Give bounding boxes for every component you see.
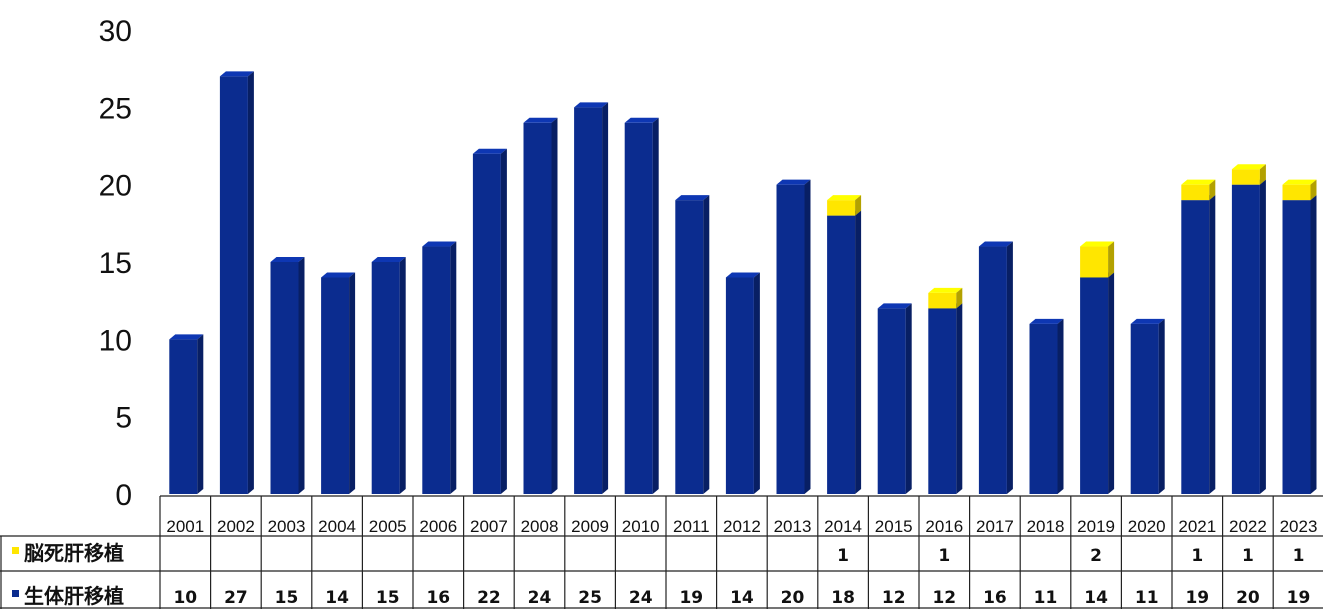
bar-living-donor	[1282, 195, 1317, 494]
living-donor-value: 14	[325, 588, 349, 608]
y-tick-label: 5	[115, 402, 132, 435]
bar-brain-death	[928, 287, 963, 309]
y-tick-label: 15	[99, 247, 132, 280]
year-label: 2007	[470, 517, 508, 536]
year-label: 2017	[976, 517, 1014, 536]
bar-living-donor	[776, 179, 811, 494]
year-label: 2008	[521, 517, 559, 536]
bar-living-donor	[1181, 195, 1216, 494]
living-donor-value: 14	[1084, 588, 1108, 608]
year-label: 2004	[318, 517, 356, 536]
y-axis: 0 5 10 15 20 25 30	[99, 15, 132, 512]
bar-living-donor	[1130, 318, 1165, 494]
bar-living-donor	[1231, 179, 1266, 494]
bar-living-donor	[169, 334, 204, 494]
bar-living-donor	[978, 241, 1013, 494]
living-donor-value: 11	[1135, 588, 1159, 608]
year-label: 2020	[1128, 517, 1166, 536]
bar-brain-death	[1282, 179, 1317, 201]
living-donor-value: 15	[376, 588, 400, 608]
living-donor-value: 19	[1185, 588, 1209, 608]
year-label: 2005	[369, 517, 407, 536]
living-donor-value: 18	[831, 588, 855, 608]
bar-living-donor	[624, 117, 659, 495]
bar-brain-death	[1080, 241, 1115, 278]
bar-series	[169, 71, 1317, 495]
year-label: 2010	[622, 517, 660, 536]
bar-living-donor	[725, 272, 760, 494]
bar-living-donor	[321, 272, 356, 494]
brain-death-value: 1	[1293, 546, 1305, 566]
legend-label: 脳死肝移植	[23, 541, 124, 565]
year-label: 2001	[166, 517, 204, 536]
living-donor-value: 22	[477, 588, 501, 608]
year-label: 2019	[1077, 517, 1115, 536]
row-label-living-donor: 生体肝移植	[12, 584, 124, 608]
bar-brain-death	[827, 195, 862, 216]
year-label: 2018	[1027, 517, 1065, 536]
living-donor-value: 16	[426, 588, 450, 608]
living-donor-value: 12	[882, 588, 906, 608]
y-tick-label: 20	[99, 170, 132, 203]
y-tick-label: 0	[115, 479, 132, 512]
living-donor-value: 20	[1236, 588, 1260, 608]
bar-living-donor	[371, 257, 406, 494]
living-donor-value: 15	[275, 588, 299, 608]
year-label: 2002	[217, 517, 255, 536]
y-tick-label: 10	[99, 324, 132, 357]
year-label: 2013	[774, 517, 812, 536]
bar-living-donor	[472, 148, 507, 494]
y-tick-label: 30	[99, 15, 132, 48]
row-label-brain-death: 脳死肝移植	[12, 541, 124, 565]
bar-living-donor	[1080, 272, 1115, 494]
year-label: 2011	[673, 517, 710, 536]
brain-death-value: 1	[837, 546, 849, 566]
y-tick-label: 25	[99, 92, 132, 125]
data-table: 2001 2002 2003 2004 2005 2006 2007 2008 2009 2010…	[0, 495, 1323, 609]
bar-brain-death	[1231, 164, 1266, 185]
living-donor-value: 19	[679, 588, 703, 608]
brain-death-value: 1	[938, 546, 950, 566]
bar-living-donor	[928, 303, 963, 494]
year-label: 2015	[875, 517, 913, 536]
living-donor-value: 25	[578, 588, 602, 608]
bar-living-donor	[523, 117, 558, 495]
bar-living-donor	[219, 71, 254, 495]
year-label: 2016	[925, 517, 963, 536]
living-donor-value: 10	[173, 588, 197, 608]
living-donor-value: 12	[932, 588, 956, 608]
year-label: 2003	[268, 517, 306, 536]
living-donor-value: 24	[528, 588, 552, 608]
legend-marker	[12, 547, 19, 554]
legend-label: 生体肝移植	[24, 584, 124, 608]
year-label: 2009	[571, 517, 609, 536]
bar-living-donor	[270, 257, 305, 494]
year-label: 2022	[1229, 517, 1267, 536]
living-donor-value: 14	[730, 588, 754, 608]
year-label: 2014	[824, 517, 862, 536]
living-donor-value: 20	[781, 588, 805, 608]
bar-living-donor	[1029, 318, 1064, 494]
bar-living-donor	[574, 102, 609, 494]
brain-death-value: 1	[1242, 546, 1254, 566]
living-donor-value: 27	[224, 588, 248, 608]
living-donor-value: 24	[629, 588, 653, 608]
year-label: 2006	[419, 517, 457, 536]
brain-death-value: 1	[1191, 546, 1203, 566]
living-donor-value: 11	[1034, 588, 1058, 608]
bar-living-donor	[827, 210, 862, 494]
legend-marker	[12, 590, 19, 597]
bar-brain-death	[1181, 179, 1216, 201]
living-donor-value: 19	[1287, 588, 1311, 608]
year-label: 2023	[1280, 517, 1318, 536]
bar-living-donor	[877, 303, 912, 494]
year-label: 2021	[1178, 517, 1216, 536]
year-label: 2012	[723, 517, 761, 536]
bar-living-donor	[422, 241, 457, 494]
brain-death-value: 2	[1090, 546, 1102, 566]
living-donor-value: 16	[983, 588, 1007, 608]
bar-living-donor	[675, 195, 710, 494]
